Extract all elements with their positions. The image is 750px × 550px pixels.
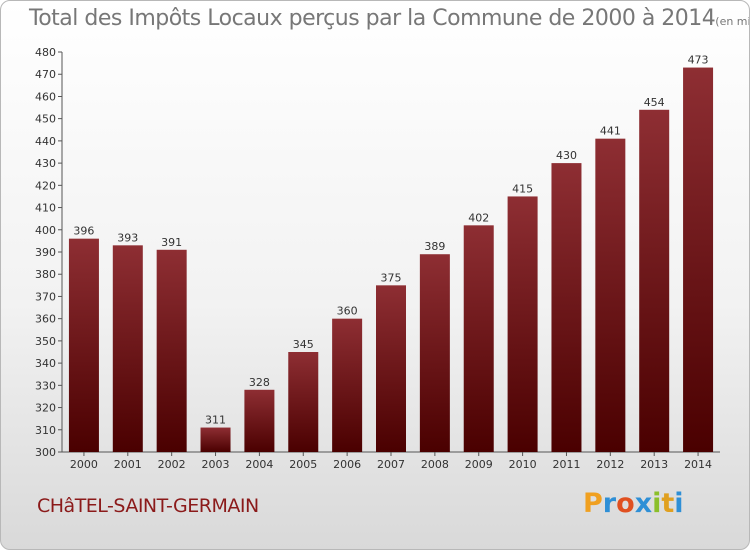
bar-value-label: 402: [468, 211, 489, 224]
y-tick-label: 470: [35, 68, 56, 81]
bar-value-label: 396: [73, 225, 94, 238]
bar-value-label: 454: [644, 96, 665, 109]
x-tick-label: 2007: [377, 458, 405, 471]
bar: [683, 67, 714, 453]
y-tick-label: 450: [35, 113, 56, 126]
x-tick-label: 2014: [684, 458, 712, 471]
bar: [551, 163, 582, 452]
bar-value-label: 311: [205, 414, 226, 427]
x-tick-label: 2010: [509, 458, 537, 471]
x-tick-label: 2001: [114, 458, 142, 471]
bar: [595, 138, 626, 452]
y-tick-label: 400: [35, 224, 56, 237]
y-tick-label: 340: [35, 357, 56, 370]
proxiti-logo: Proxiti: [583, 488, 684, 519]
bar-value-label: 389: [424, 240, 445, 253]
y-tick-label: 300: [35, 446, 56, 459]
bar: [200, 427, 231, 452]
bar-value-label: 430: [556, 149, 577, 162]
bar-value-label: 393: [117, 231, 138, 244]
y-tick-label: 360: [35, 313, 56, 326]
commune-name: CHâTEL-SAINT-GERMAIN: [37, 495, 259, 517]
y-tick-label: 480: [35, 46, 56, 59]
x-tick-label: 2005: [289, 458, 317, 471]
x-tick-label: 2008: [421, 458, 449, 471]
bar: [244, 389, 275, 452]
y-tick-label: 420: [35, 179, 56, 192]
bar: [288, 352, 319, 452]
y-tick-label: 370: [35, 290, 56, 303]
y-tick-label: 390: [35, 246, 56, 259]
y-tick-label: 430: [35, 157, 56, 170]
bar: [639, 109, 670, 453]
y-tick-label: 350: [35, 335, 56, 348]
logo-letter: r: [602, 488, 617, 519]
logo-letter: x: [634, 488, 653, 519]
x-tick-label: 2012: [596, 458, 624, 471]
bar: [156, 249, 187, 452]
bar-value-label: 441: [600, 125, 621, 138]
y-tick-label: 440: [35, 135, 56, 148]
chart-title: Total des Impôts Locaux perçus par la Co…: [29, 6, 750, 31]
logo-letter: t: [661, 488, 675, 519]
x-tick-label: 2003: [202, 458, 230, 471]
x-tick-label: 2009: [465, 458, 493, 471]
bar-value-label: 328: [249, 376, 270, 389]
bar-value-label: 391: [161, 236, 182, 249]
logo-letter: P: [583, 488, 603, 519]
bar: [332, 318, 363, 452]
y-tick-label: 320: [35, 402, 56, 415]
bar: [112, 245, 143, 452]
bar: [376, 285, 406, 452]
bar: [419, 254, 450, 452]
bar-value-label: 360: [337, 305, 358, 318]
x-tick-label: 2013: [640, 458, 668, 471]
chart-unit: (en milliers d'€): [715, 15, 750, 28]
bar-value-label: 415: [512, 182, 533, 195]
chart-title-text: Total des Impôts Locaux perçus par la Co…: [29, 6, 716, 31]
x-tick-label: 2006: [333, 458, 361, 471]
bar-value-label: 345: [293, 338, 314, 351]
y-tick-label: 380: [35, 268, 56, 281]
y-tick-label: 460: [35, 90, 56, 103]
bar-value-label: 375: [381, 271, 402, 284]
bar: [507, 196, 538, 452]
x-tick-label: 2000: [70, 458, 98, 471]
y-tick-label: 310: [35, 424, 56, 437]
bar: [463, 225, 494, 452]
logo-letter: o: [616, 488, 635, 519]
bar: [68, 238, 99, 452]
bar-value-label: 473: [688, 54, 709, 67]
x-tick-label: 2011: [552, 458, 580, 471]
y-tick-label: 330: [35, 379, 56, 392]
logo-letter: i: [674, 488, 684, 519]
x-tick-label: 2002: [158, 458, 186, 471]
logo-letter: i: [652, 488, 662, 519]
y-tick-label: 410: [35, 202, 56, 215]
x-tick-label: 2004: [245, 458, 273, 471]
